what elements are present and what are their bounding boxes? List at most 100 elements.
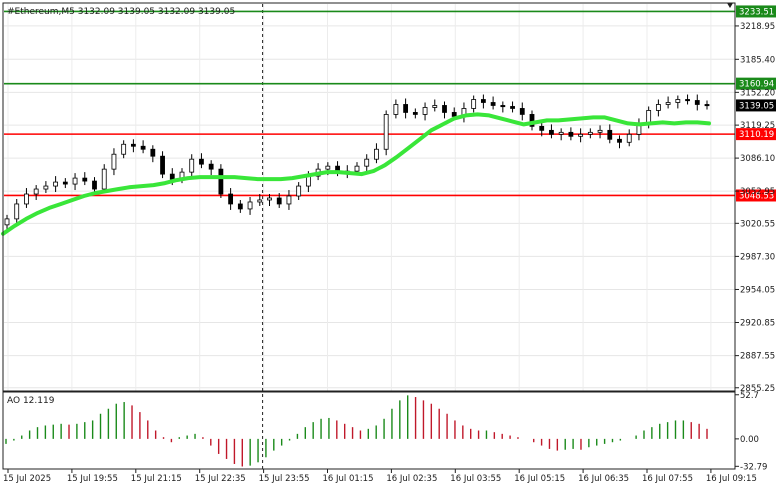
candle-body <box>607 129 613 140</box>
time-tick-label: 15 Jul 23:55 <box>259 474 310 484</box>
candle-body <box>694 100 700 105</box>
level-badge-label: 3233.51 <box>739 7 774 17</box>
current-price-badge <box>736 99 776 112</box>
price-tick-label: 2954.05 <box>740 285 775 295</box>
candle-body <box>675 99 681 103</box>
candle-body <box>568 131 574 137</box>
level-badge-label: 3160.94 <box>739 80 774 90</box>
candle-body <box>325 165 331 170</box>
candle-body <box>160 155 165 175</box>
candle-body <box>374 148 379 160</box>
price-tick-label: 3185.40 <box>740 55 775 65</box>
price-tick-label: 2920.85 <box>740 319 775 329</box>
candle-body <box>558 131 564 135</box>
level-badge-label: 3110.19 <box>739 130 774 140</box>
candle-body <box>53 181 59 187</box>
candle-body <box>140 145 146 150</box>
support-resistance-levels: 3233.51 3160.94 3110.19 3048.53 3139.05 <box>4 5 776 202</box>
price-tick-label: 2987.30 <box>740 252 775 262</box>
candle-body <box>354 165 360 172</box>
time-tick-label: 15 Jul 19:55 <box>67 474 118 484</box>
candle-body <box>14 203 20 220</box>
candle-body <box>62 181 68 185</box>
candle-body <box>442 105 447 113</box>
candle-body <box>510 106 515 109</box>
candle-body <box>597 129 603 133</box>
candle-body <box>704 104 710 107</box>
price-tick-label: 3086.10 <box>740 154 775 164</box>
candle-body <box>480 99 486 103</box>
candle-body <box>24 193 29 205</box>
candle-body <box>228 193 234 205</box>
time-tick-label: 16 Jul 02:35 <box>386 474 437 484</box>
ao-tick-label: 52.7 <box>740 391 759 401</box>
candle-body <box>4 218 10 226</box>
candle-body <box>451 112 457 117</box>
candle-body <box>578 133 584 137</box>
candle-body <box>432 105 438 108</box>
price-tick-label: 3119.25 <box>740 121 775 131</box>
candle-body <box>549 129 554 135</box>
axes <box>2 2 739 473</box>
candle-body <box>490 102 496 106</box>
candle-body <box>101 168 107 190</box>
time-tick-label: 16 Jul 03:55 <box>450 474 501 484</box>
candle-body <box>82 177 88 182</box>
indicator-pane-frame <box>2 391 736 470</box>
price-tick-label: 3218.95 <box>740 22 775 32</box>
time-tick-label: 15 Jul 2025 <box>3 474 51 484</box>
candle-body <box>655 104 661 111</box>
candle-body <box>199 158 204 165</box>
candle-body <box>208 163 214 170</box>
price-tick-label: 3020.55 <box>740 219 775 229</box>
time-tick-label: 16 Jul 06:35 <box>578 474 629 484</box>
candle-body <box>286 195 292 205</box>
candle-body <box>529 114 535 127</box>
time-tick-label: 16 Jul 07:55 <box>642 474 693 484</box>
price-tick-label: 3152.20 <box>740 88 775 98</box>
candle-body <box>305 175 311 187</box>
candle-body <box>617 138 622 143</box>
candle-body <box>276 197 282 205</box>
indicator-label: AO 12.119 <box>7 396 55 406</box>
candle-body <box>412 112 418 115</box>
candle-body <box>539 125 545 131</box>
chart-shift-triangle-icon <box>727 3 733 8</box>
candle-body <box>43 185 49 190</box>
candle-body <box>33 188 39 195</box>
candle-body <box>130 143 136 147</box>
ma-line <box>1 112 711 236</box>
moving-average <box>1 112 711 236</box>
candle-body <box>587 131 593 135</box>
time-tick-label: 16 Jul 01:15 <box>323 474 374 484</box>
candle-body <box>364 158 370 167</box>
candle-body <box>169 173 175 180</box>
candle-body <box>121 143 127 155</box>
time-tick-label: 15 Jul 22:35 <box>195 474 246 484</box>
level-badge <box>736 128 776 141</box>
candle-body <box>519 108 525 115</box>
candle-body <box>626 133 632 143</box>
level-badge <box>736 189 776 202</box>
time-tick-label: 16 Jul 05:15 <box>514 474 565 484</box>
candle-body <box>92 180 97 190</box>
candle-body <box>383 114 389 150</box>
ao-indicator <box>5 395 708 467</box>
time-tick-label: 15 Jul 21:15 <box>131 474 182 484</box>
candle-body <box>403 104 409 113</box>
candle-body <box>471 99 477 109</box>
ao-tick-label: -32.79 <box>740 462 767 472</box>
chart-title: #Ethereum,M5 3132.09 3139.05 3132.09 313… <box>7 7 235 17</box>
candle-body <box>267 197 272 201</box>
candle-body <box>111 153 117 170</box>
candle-body <box>72 177 78 185</box>
candle-body <box>257 199 263 203</box>
candle-body <box>393 104 399 115</box>
candle-body <box>218 168 224 195</box>
candle-body <box>296 185 302 197</box>
price-pane-frame <box>2 2 736 392</box>
price-tick-label: 2887.55 <box>740 352 775 362</box>
candle-body <box>500 105 506 108</box>
grid <box>4 4 735 469</box>
